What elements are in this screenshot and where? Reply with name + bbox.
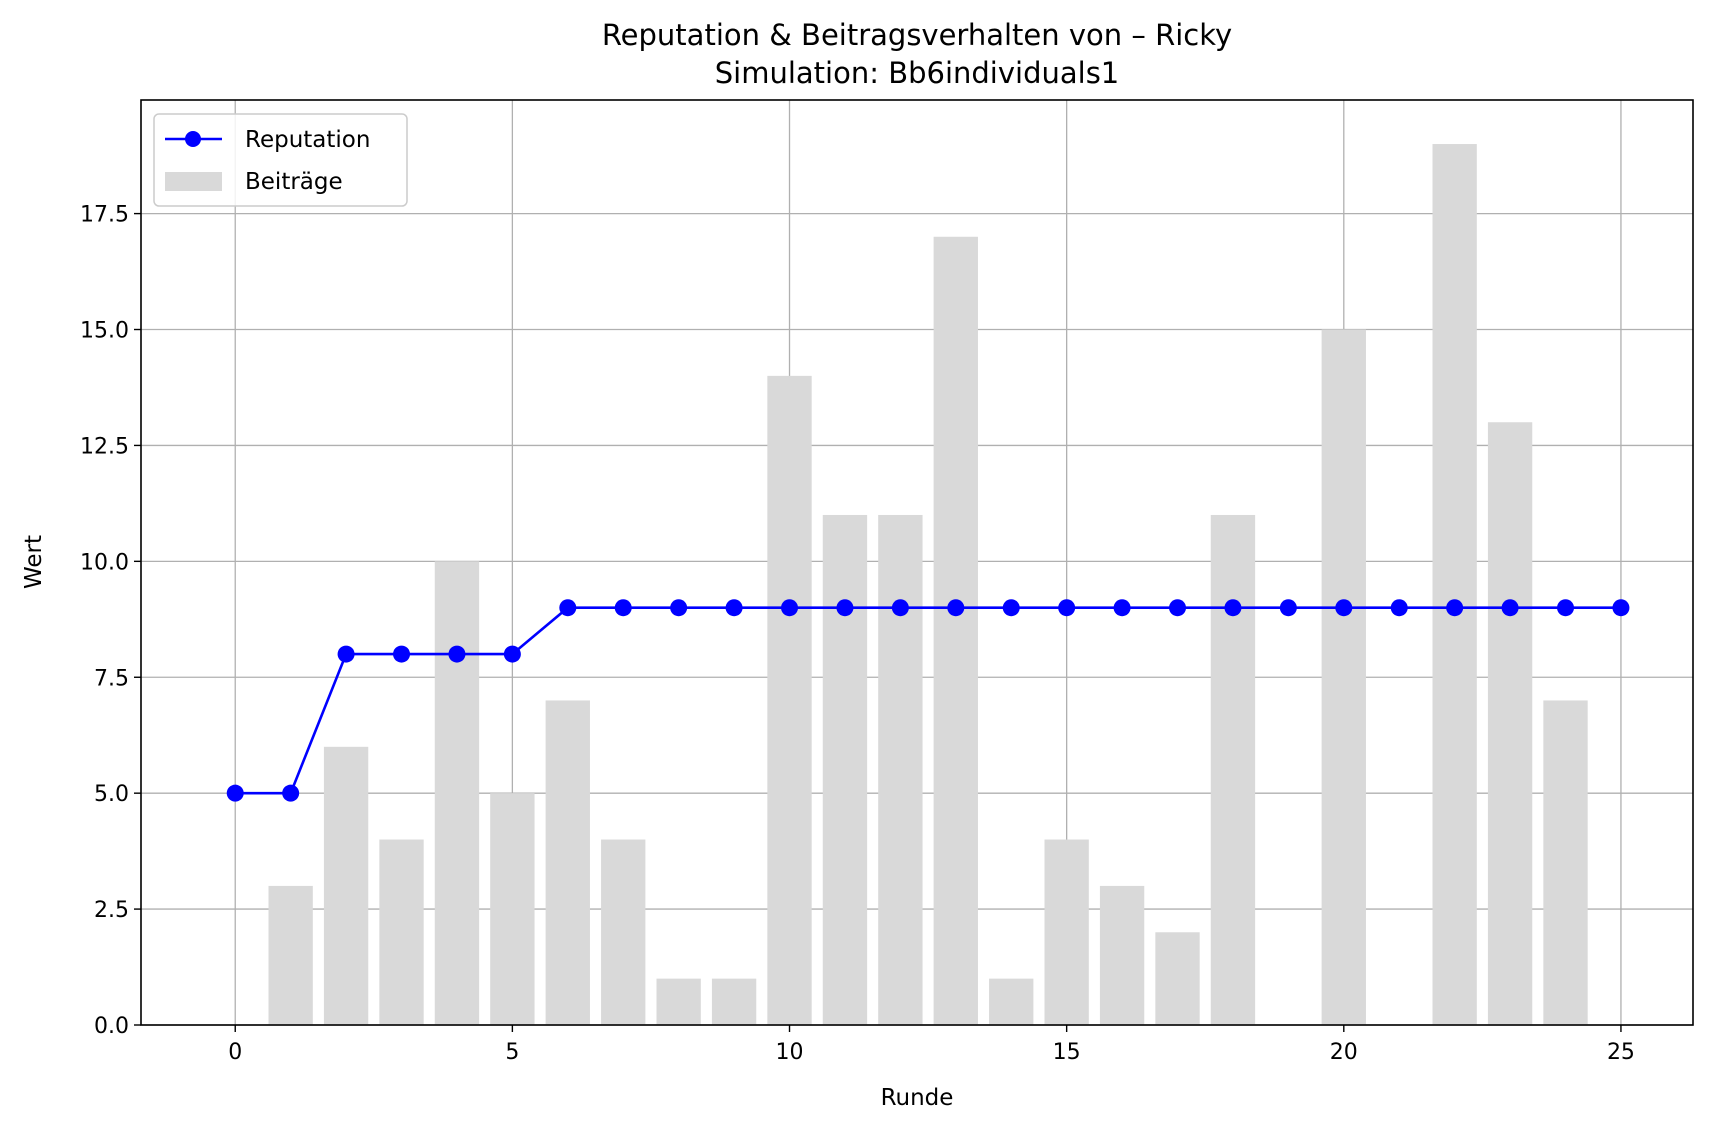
contribution-bar bbox=[1543, 700, 1588, 1025]
reputation-point bbox=[559, 599, 577, 617]
y-axis-label: Wert bbox=[21, 535, 47, 589]
reputation-point bbox=[393, 645, 411, 663]
reputation-point bbox=[1058, 599, 1076, 617]
reputation-point bbox=[1113, 599, 1131, 617]
reputation-point bbox=[337, 645, 355, 663]
reputation-line bbox=[235, 606, 1621, 795]
chart-subtitle: Simulation: Bb6individuals1 bbox=[715, 56, 1120, 90]
contribution-bars bbox=[268, 144, 1588, 1026]
contribution-bar bbox=[434, 561, 480, 1025]
reputation-line-group bbox=[226, 599, 1630, 802]
x-axis-ticks: 0 5 10 15 20 25 bbox=[228, 1025, 1635, 1065]
legend: Reputation Beiträge bbox=[153, 113, 408, 207]
reputation-point bbox=[1279, 599, 1297, 617]
legend-reputation-label: Reputation bbox=[245, 127, 370, 153]
legend-reputation-marker bbox=[185, 131, 201, 147]
chart-title: Reputation & Beitragsverhalten von – Ric… bbox=[602, 18, 1232, 52]
reputation-point bbox=[614, 599, 632, 617]
reputation-point bbox=[1335, 599, 1353, 617]
contribution-bar bbox=[711, 978, 757, 1025]
reputation-point bbox=[781, 599, 799, 617]
x-tick-label: 15 bbox=[1053, 1040, 1081, 1065]
reputation-point bbox=[1169, 599, 1187, 617]
y-tick-label: 10.0 bbox=[80, 550, 129, 575]
contribution-bar bbox=[822, 514, 868, 1025]
reputation-point bbox=[725, 599, 743, 617]
contribution-bar bbox=[1099, 885, 1145, 1025]
contribution-bar bbox=[1044, 839, 1089, 1025]
contribution-bar bbox=[1487, 422, 1533, 1025]
contribution-bar bbox=[1210, 514, 1256, 1025]
reputation-point bbox=[1002, 599, 1020, 617]
y-tick-label: 5.0 bbox=[94, 782, 129, 807]
contribution-bar bbox=[1432, 144, 1477, 1026]
contribution-bar bbox=[989, 978, 1034, 1025]
x-axis-label: Runde bbox=[881, 1085, 954, 1111]
y-tick-label: 15.0 bbox=[80, 319, 129, 344]
contribution-bar bbox=[933, 236, 978, 1026]
reputation-point bbox=[448, 645, 466, 663]
contribution-bar bbox=[601, 839, 646, 1025]
reputation-point bbox=[1390, 599, 1408, 617]
contribution-bar bbox=[379, 839, 424, 1025]
contribution-bar bbox=[268, 885, 313, 1025]
contribution-bar bbox=[656, 978, 701, 1025]
reputation-point bbox=[670, 599, 688, 617]
contribution-bar bbox=[767, 375, 812, 1025]
x-tick-label: 5 bbox=[505, 1040, 519, 1065]
y-tick-label: 17.5 bbox=[80, 203, 129, 228]
reputation-point bbox=[1557, 599, 1575, 617]
x-tick-label: 0 bbox=[228, 1040, 242, 1065]
contribution-bar bbox=[878, 514, 923, 1025]
contribution-bar bbox=[1321, 329, 1366, 1025]
legend-beitraege-label: Beiträge bbox=[245, 169, 343, 195]
reputation-point bbox=[891, 599, 909, 617]
reputation-point bbox=[1612, 599, 1630, 617]
contribution-bar bbox=[1155, 932, 1200, 1025]
contribution-bar bbox=[490, 793, 535, 1025]
y-tick-label: 2.5 bbox=[94, 898, 129, 923]
reputation-point bbox=[947, 599, 965, 617]
reputation-point bbox=[1224, 599, 1242, 617]
plot-frame bbox=[140, 99, 1694, 1026]
reputation-point bbox=[226, 784, 244, 802]
y-tick-label: 0.0 bbox=[94, 1014, 129, 1039]
x-tick-label: 10 bbox=[776, 1040, 804, 1065]
contribution-bar bbox=[323, 746, 369, 1025]
reputation-point bbox=[836, 599, 854, 617]
y-tick-label: 12.5 bbox=[80, 434, 129, 459]
y-axis-ticks: 0.0 2.5 5.0 7.5 10.0 12.5 15.0 17.5 bbox=[80, 203, 141, 1039]
reputation-point bbox=[1446, 599, 1464, 617]
reputation-point bbox=[282, 784, 300, 802]
y-tick-label: 7.5 bbox=[94, 666, 129, 691]
contribution-bar bbox=[545, 700, 590, 1025]
x-tick-label: 25 bbox=[1607, 1040, 1635, 1065]
x-tick-label: 20 bbox=[1330, 1040, 1358, 1065]
legend-beitraege-swatch bbox=[165, 172, 222, 191]
reputation-point bbox=[503, 645, 521, 663]
reputation-point bbox=[1501, 599, 1519, 617]
